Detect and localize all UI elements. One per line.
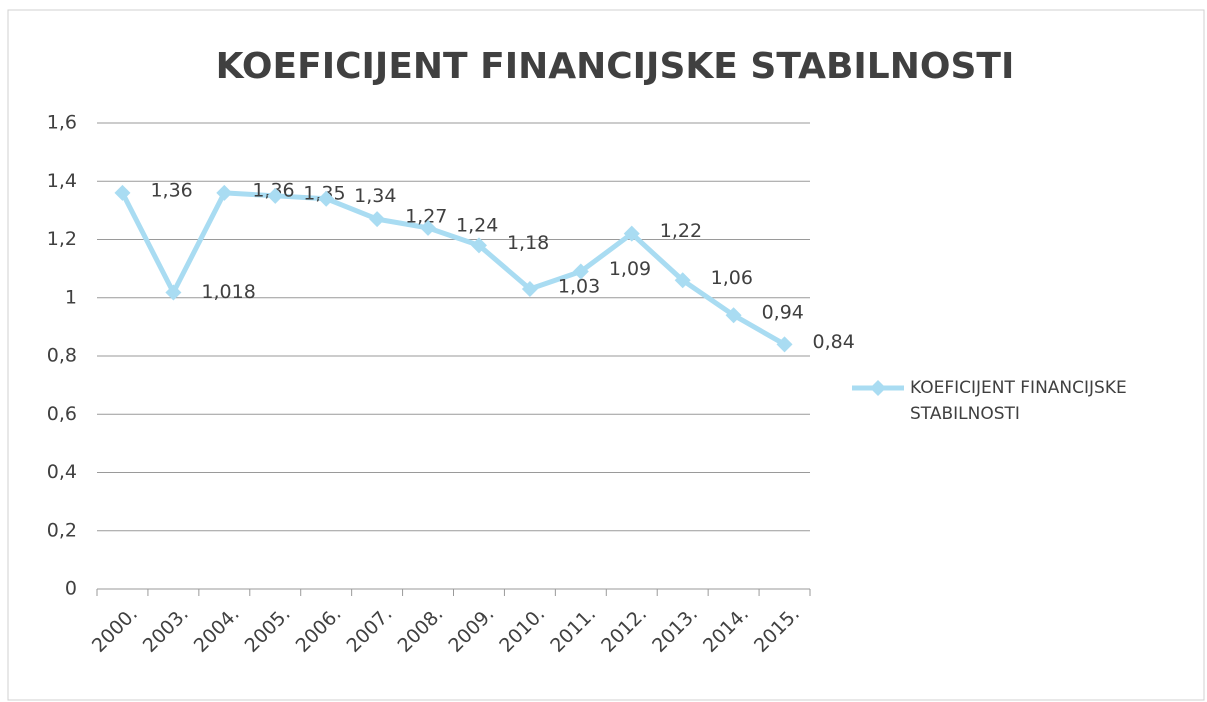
chart-title: KOEFICIJENT FINANCIJSKE STABILNOSTI [216,46,1015,87]
marker [216,184,233,201]
marker [521,281,538,298]
data-label: 1,03 [558,276,600,298]
y-tick-label: 0 [65,578,77,600]
data-label: 1,24 [456,214,498,236]
marker [114,184,131,201]
marker [725,307,742,324]
data-label: 0,84 [813,331,855,353]
legend-label: KOEFICIJENT FINANCIJSKE STABILNOSTI [910,378,1127,424]
y-tick-label: 0,4 [47,461,77,483]
data-label: 1,22 [660,220,702,242]
y-tick-label: 1,4 [47,170,77,192]
y-tick-label: 1,2 [47,228,77,250]
y-tick-label: 1 [65,286,77,308]
y-tick-label: 0,2 [47,519,77,541]
data-label: 0,94 [762,302,804,324]
marker [369,211,386,228]
data-label: 1,06 [711,267,753,289]
marker [318,190,335,207]
marker [572,263,589,280]
y-tick-label: 1,6 [47,112,77,134]
data-label: 1,018 [201,281,255,303]
marker [623,225,640,242]
marker [267,187,284,204]
legend-swatch-marker [870,380,886,396]
marker [776,336,793,353]
marker [420,219,437,236]
marker [165,284,182,301]
data-label: 1,09 [609,258,651,280]
data-label: 1,34 [354,185,396,207]
y-tick-label: 0,8 [47,345,77,367]
y-tick-label: 0,6 [47,403,77,425]
marker [674,272,691,289]
marker [470,237,487,254]
data-label: 1,36 [150,179,192,201]
chart-border [7,9,1205,701]
series-line [120,190,786,347]
data-label: 1,18 [507,232,549,254]
data-label: 1,27 [405,206,447,228]
